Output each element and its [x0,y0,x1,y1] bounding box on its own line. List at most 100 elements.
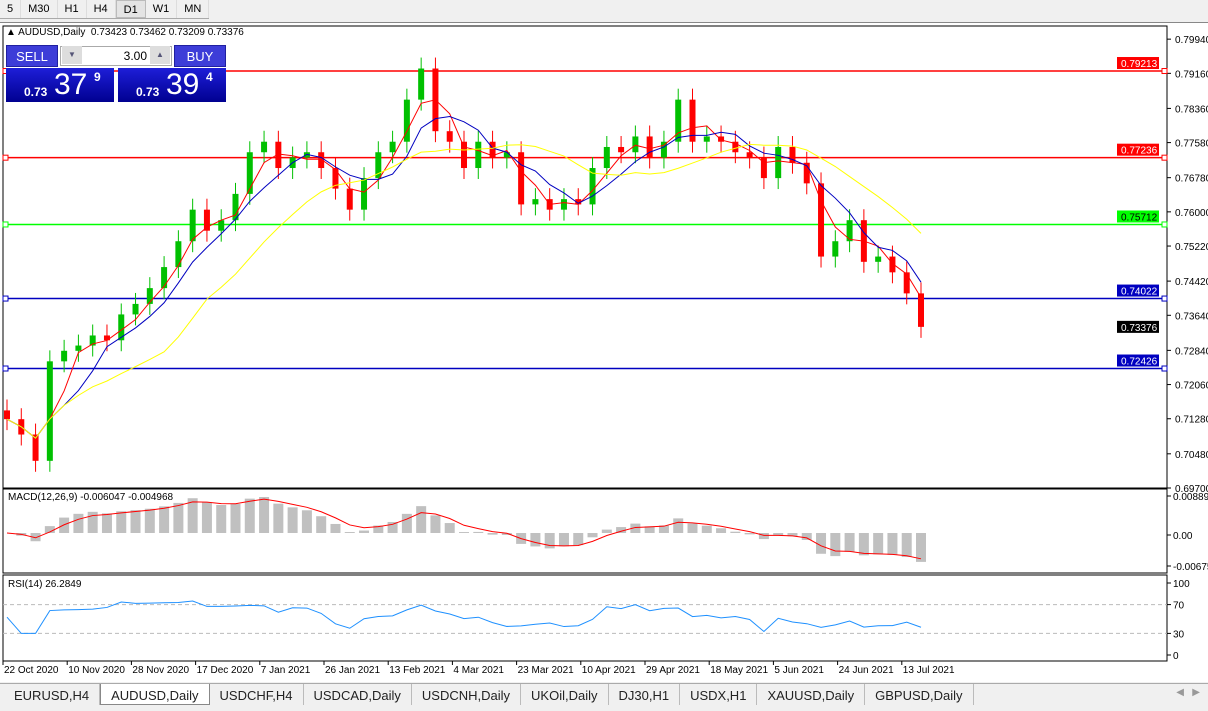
macd-histogram-bar [758,533,769,540]
tab-xauusd-daily[interactable]: XAUUSD,Daily [757,684,866,705]
date-tick-label: 10 Nov 2020 [68,665,125,676]
candle-body [203,209,210,231]
candle-body [875,256,882,262]
date-tick-label: 28 Nov 2020 [132,665,189,676]
macd-histogram-bar [873,533,884,555]
macd-histogram-bar [344,532,355,533]
candle-body [389,141,396,153]
hline-price-label: 0.77236 [1121,146,1158,157]
macd-histogram-bar [201,502,212,533]
rsi-tick-label: 100 [1173,579,1190,590]
candle-body [461,141,467,169]
tab-usdchf-h4[interactable]: USDCHF,H4 [210,684,304,705]
date-tick-label: 13 Feb 2021 [389,665,446,676]
macd-histogram-bar [44,526,55,533]
chart-window[interactable]: 0.79940 0.79160 0.78360 0.77580 0.76780 0.760… [0,22,1208,682]
tab-usdx-h1[interactable]: USDX,H1 [680,684,758,705]
sell-price-pips: 37 [54,68,88,101]
candle-body [575,199,582,205]
timeframe-D1[interactable]: D1 [115,0,146,18]
ohlc-values: 0.73423 0.73462 0.73209 0.73376 [90,27,244,38]
candle-body [346,188,353,210]
timeframe-MN[interactable]: MN [177,0,210,18]
macd-histogram-bar [644,526,655,533]
buy-price[interactable]: 0.73 39 4 [118,68,226,102]
timeframe-M30[interactable]: M30 [21,0,58,18]
candle-body [646,136,653,158]
macd-histogram-bar [844,533,855,552]
price-tick-label: 0.72840 [1175,346,1208,357]
candle-body [146,288,153,304]
lot-increase-button[interactable]: ▲ [150,46,170,64]
line-anchor-handle [1161,68,1168,75]
macd-histogram-bar [459,532,469,533]
candle-body [89,335,96,346]
macd-histogram-bar [116,511,127,533]
candle-body [718,136,725,142]
date-tick-label: 10 Apr 2021 [582,665,636,676]
timeframe-W1[interactable]: W1 [146,0,178,18]
tab-audusd-daily[interactable]: AUDUSD,Daily [100,684,210,705]
candle-body [832,241,839,257]
line-anchor-handle [2,295,9,302]
tab-eurusd-h4[interactable]: EURUSD,H4 [4,684,101,705]
timeframe-H1[interactable]: H1 [58,0,87,18]
timeframe-5[interactable]: 5 [0,0,22,18]
tab-ukoil-daily[interactable]: UKOil,Daily [521,684,609,705]
candle-body [189,209,196,242]
date-tick-label: 5 Jun 2021 [774,665,824,676]
chart-header: ▲ AUDUSD,Daily 0.73423 0.73462 0.73209 0… [6,27,244,38]
line-anchor-handle [1161,154,1168,161]
hline-price-label: 0.72426 [1121,357,1158,368]
buy-price-fraction: 4 [206,70,213,84]
hline-price-badge [1117,210,1159,223]
date-tick-label: 26 Jan 2021 [325,665,380,676]
candle-body [361,178,368,210]
candle-body [803,162,810,184]
lot-size-input[interactable]: 3.00 [60,46,172,66]
price-chart[interactable]: 0.79940 0.79160 0.78360 0.77580 0.76780 0.760… [0,23,1208,683]
macd-histogram-bar [359,530,370,533]
candle-body [532,199,539,205]
price-tick-label: 0.72060 [1175,381,1208,392]
macd-histogram-bar [887,533,898,555]
candle-body [703,136,710,142]
macd-histogram-bar [744,533,755,535]
tab-usdcnh-daily[interactable]: USDCNH,Daily [412,684,522,705]
candle-body [61,350,68,362]
macd-histogram-bar [273,503,284,533]
tab-usdcad-daily[interactable]: USDCAD,Daily [304,684,412,705]
rsi-tick-label: 70 [1173,601,1185,612]
timeframe-toolbar: 5 M30 H1 H4 D1 W1 MN [0,0,210,19]
sell-price[interactable]: 0.73 37 9 [6,68,114,102]
candle-body [675,99,682,142]
macd-histogram-bar [301,510,312,533]
sell-button[interactable]: SELL [6,45,58,67]
candle-body [518,152,525,205]
macd-histogram-bar [487,533,498,535]
macd-histogram-bar [473,531,484,533]
candle-body [503,152,510,158]
macd-histogram-bar [773,533,784,536]
lot-decrease-button[interactable]: ▼ [62,46,82,64]
candle-body [175,241,182,268]
buy-button[interactable]: BUY [174,45,226,67]
macd-histogram-bar [187,498,198,533]
tab-gbpusd-daily[interactable]: GBPUSD,Daily [865,684,974,705]
current-price-badge [1117,320,1159,333]
macd-histogram-bar [544,533,555,549]
tab-scroll-arrows[interactable]: ◀ ▶ [1176,687,1200,698]
candle-body [403,99,410,142]
line-anchor-handle [2,154,9,161]
macd-histogram-bar [701,525,712,533]
candle-body [161,267,168,289]
macd-histogram-bar [673,518,684,533]
timeframe-H4[interactable]: H4 [87,0,116,18]
price-tick-label: 0.73640 [1175,311,1208,322]
date-tick-label: 18 May 2021 [710,665,768,676]
date-tick-label: 13 Jul 2021 [903,665,955,676]
macd-histogram-bar [858,533,869,556]
macd-histogram-bar [316,516,327,533]
tab-dj30-h1[interactable]: DJ30,H1 [609,684,681,705]
macd-histogram-bar [173,502,184,533]
